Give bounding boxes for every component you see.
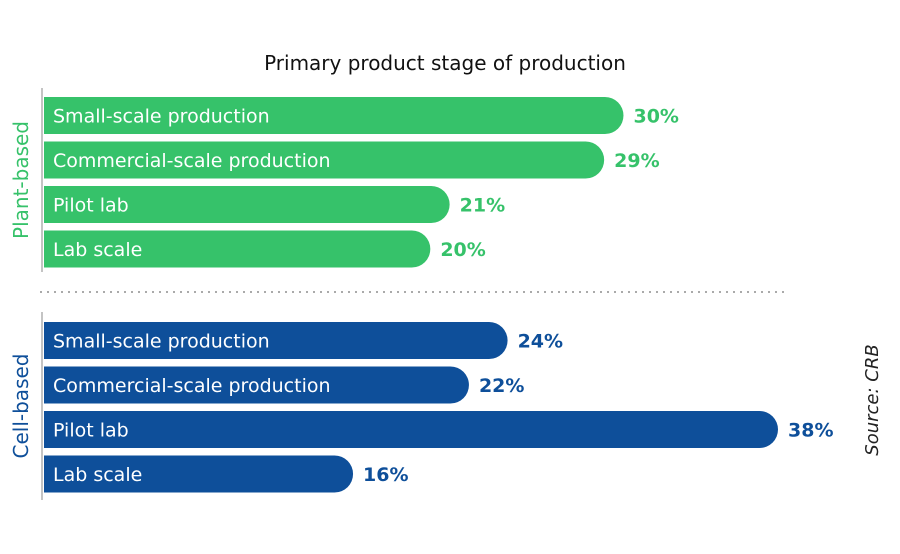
cell-based-bar-label: Pilot lab	[53, 420, 129, 442]
chart-title: Primary product stage of production	[264, 51, 626, 75]
plant-based-bar	[44, 141, 605, 179]
plant-based-bar-label: Commercial-scale production	[53, 150, 331, 172]
plant-based-bar	[44, 97, 624, 134]
cell-based-value-label: 22%	[479, 375, 524, 397]
plant-based-value-label: 21%	[460, 195, 505, 217]
cell-based-bar	[44, 455, 354, 493]
cell-based-bar	[44, 411, 778, 448]
plant-based-bar-label: Pilot lab	[53, 195, 129, 217]
plant-based-bar-label: Small-scale production	[53, 106, 270, 128]
cell-based-bar	[44, 366, 469, 404]
plant-based-value-label: 20%	[440, 239, 485, 261]
cell-based-bar-label: Small-scale production	[53, 331, 270, 353]
cell-based-bar-label: Commercial-scale production	[53, 375, 331, 397]
plant-based-bar	[44, 230, 431, 268]
cell-based-value-label: 38%	[788, 420, 833, 442]
plant-based-bar	[44, 186, 450, 223]
cell-based-bar-label: Lab scale	[53, 464, 142, 486]
plant-based-value-label: 30%	[633, 106, 678, 128]
cell-based-bar	[44, 322, 508, 359]
cell-based-value-label: 24%	[518, 331, 563, 353]
plant-based-bar-label: Lab scale	[53, 239, 142, 261]
cell-based-value-label: 16%	[363, 464, 408, 486]
plant-based-group-label: Plant-based	[9, 121, 33, 239]
cell-based-group-label: Cell-based	[9, 354, 33, 459]
source-note: Source: CRB	[862, 344, 883, 455]
plant-based-value-label: 29%	[614, 150, 659, 172]
